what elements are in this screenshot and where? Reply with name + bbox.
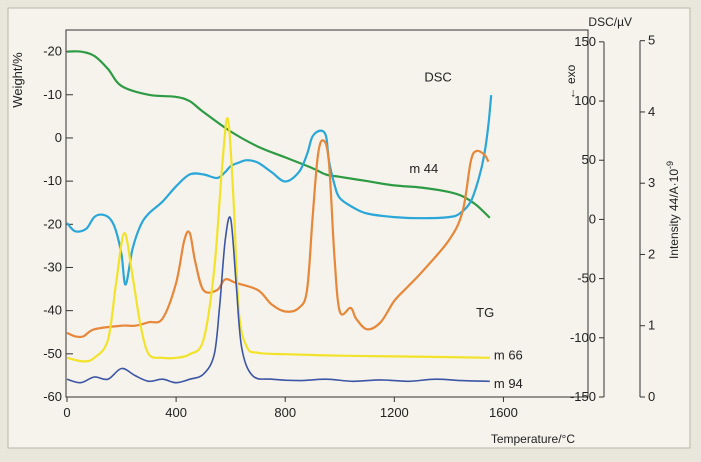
weight-tick-label: -60	[43, 389, 62, 404]
x-tick-label: 1600	[489, 405, 518, 420]
exo-direction-label: ← exo	[564, 64, 578, 99]
axes-group: 0 400 800 1200 1600Temperature/°C-60-50-40-3…	[10, 15, 681, 446]
labels-group: TG DSC m 44 m 66 m 94	[409, 69, 522, 391]
series-line-m-66	[66, 117, 490, 363]
weight-tick-label: -50	[43, 346, 62, 361]
dsc-tick-label: -50	[577, 271, 596, 286]
series-lines	[66, 50, 493, 384]
figure-panel	[7, 7, 691, 449]
series-label-m-44: m 44	[409, 161, 438, 176]
x-tick-label: 0	[63, 405, 70, 420]
intensity-tick-label: 5	[648, 33, 655, 48]
intensity-tick-label: 1	[648, 318, 655, 333]
intensity-tick-label: 0	[648, 389, 655, 404]
weight-axis-label: Weight/%	[10, 52, 25, 108]
weight-tick-label: 0	[55, 130, 62, 145]
dsc-axis-label: DSC/µV	[588, 15, 632, 29]
plot-area-border	[65, 29, 589, 398]
dsc-tick-label: 50	[582, 152, 596, 167]
series-line-dsc	[66, 94, 493, 286]
dsc-tick-label: 0	[589, 211, 596, 226]
plot-frame	[65, 29, 589, 398]
dsc-tick-label: 150	[574, 34, 596, 49]
intensity-tick-label: 2	[648, 246, 655, 261]
intensity-tick-label: 3	[648, 175, 655, 190]
weight-tick-label: -10	[43, 87, 62, 102]
series-label-dsc: DSC	[424, 69, 451, 84]
weight-tick-label: -40	[43, 303, 62, 318]
x-tick-label: 800	[274, 405, 296, 420]
series-line-m-94	[66, 216, 490, 384]
series-line-m-44	[66, 139, 490, 339]
dsc-tick-label: -100	[570, 330, 596, 345]
series-label-tg: TG	[476, 305, 494, 320]
intensity-axis-label: Intensity 44/A·10-9	[665, 161, 681, 259]
x-axis-label: Temperature/°C	[491, 432, 575, 446]
x-tick-label: 1200	[380, 405, 409, 420]
series-line-tg	[66, 50, 491, 219]
weight-tick-label: -20	[43, 44, 62, 59]
series-label-m-94: m 94	[494, 376, 523, 391]
weight-tick-label: -10	[43, 173, 62, 188]
series-label-m-66: m 66	[494, 348, 523, 363]
weight-tick-label: -30	[43, 259, 62, 274]
dsc-tick-label: -150	[570, 389, 596, 404]
dsc-tick-label: 100	[574, 93, 596, 108]
x-tick-label: 400	[165, 405, 187, 420]
weight-tick-label: -20	[43, 216, 62, 231]
intensity-tick-label: 4	[648, 104, 655, 119]
